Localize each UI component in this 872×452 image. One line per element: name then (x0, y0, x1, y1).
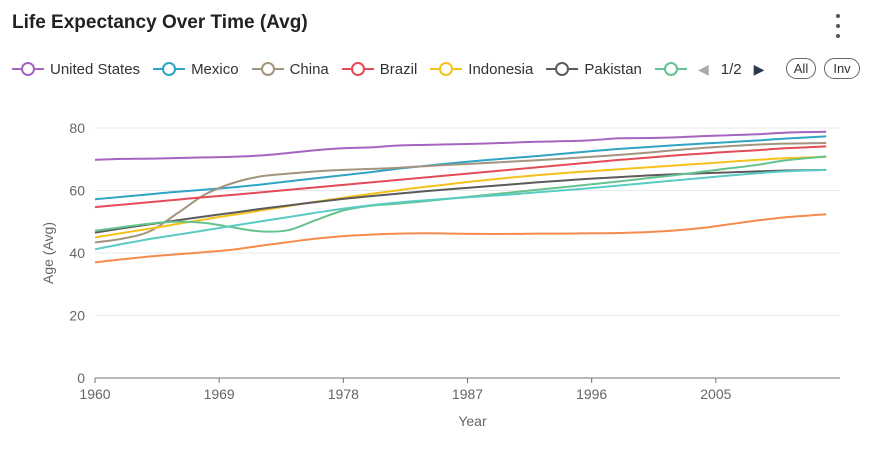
x-tick-label: 2005 (700, 386, 731, 402)
x-tick-label: 1960 (79, 386, 110, 402)
x-tick-label: 1978 (328, 386, 359, 402)
x-tick-label: 1969 (204, 386, 235, 402)
chart-title: Life Expectancy Over Time (Avg) (12, 12, 308, 33)
y-tick-label: 20 (69, 308, 85, 324)
legend-item-pakistan[interactable]: Pakistan (546, 61, 642, 78)
y-tick-label: 60 (69, 183, 85, 199)
y-tick-label: 40 (69, 245, 85, 261)
legend-label: United States (50, 60, 141, 78)
series-line-unlabeled (94, 168, 827, 251)
legend-swatch-icon (341, 62, 374, 76)
series-line-unlabeled (94, 213, 827, 264)
legend-swatch-icon (430, 62, 463, 76)
legend-item-united-states[interactable]: United States (12, 61, 140, 78)
chart-legend: United States Mexico China Brazil Indonesia P… (12, 56, 698, 82)
vertical-ellipsis-icon[interactable] (834, 14, 842, 38)
series-line-indonesia (94, 155, 827, 239)
legend-swatch-icon (546, 62, 579, 76)
legend-swatch-icon (654, 62, 687, 76)
legend-label: Pakistan (584, 60, 642, 78)
legend-label: Mexico (191, 60, 239, 78)
x-tick-label: 1996 (576, 386, 607, 402)
prev-page-icon[interactable]: ◀ (698, 60, 709, 77)
legend-swatch-icon (251, 62, 284, 76)
y-tick-label: 80 (69, 120, 85, 136)
series-line-china (94, 142, 827, 244)
next-page-icon[interactable]: ▶ (753, 60, 765, 77)
legend-item-china[interactable]: China (251, 60, 329, 78)
legend-item-mexico[interactable]: Mexico (153, 61, 239, 78)
x-tick-label: 1987 (452, 386, 483, 402)
invert-selection-button[interactable]: Inv (824, 58, 860, 79)
series-line-mexico (94, 135, 827, 201)
legend-pager: ◀ 1/2 ▶ (698, 56, 764, 82)
y-axis-title: Age (Avg) (40, 222, 56, 284)
y-tick-label: 0 (77, 370, 85, 386)
legend-item-brazil[interactable]: Brazil (341, 60, 418, 78)
series-line-united-states (94, 130, 827, 161)
x-axis-title: Year (458, 413, 487, 429)
legend-item-partial[interactable] (654, 61, 693, 77)
legend-label: Indonesia (468, 60, 534, 78)
legend-page-indicator: 1/2 (720, 60, 742, 78)
legend-label: Brazil (379, 60, 418, 78)
legend-label: China (289, 60, 329, 78)
legend-swatch-icon (153, 62, 186, 76)
series-line-brazil (94, 145, 827, 209)
legend-swatch-icon (12, 62, 44, 76)
select-all-button[interactable]: All (786, 58, 816, 79)
legend-item-indonesia[interactable]: Indonesia (430, 61, 533, 78)
